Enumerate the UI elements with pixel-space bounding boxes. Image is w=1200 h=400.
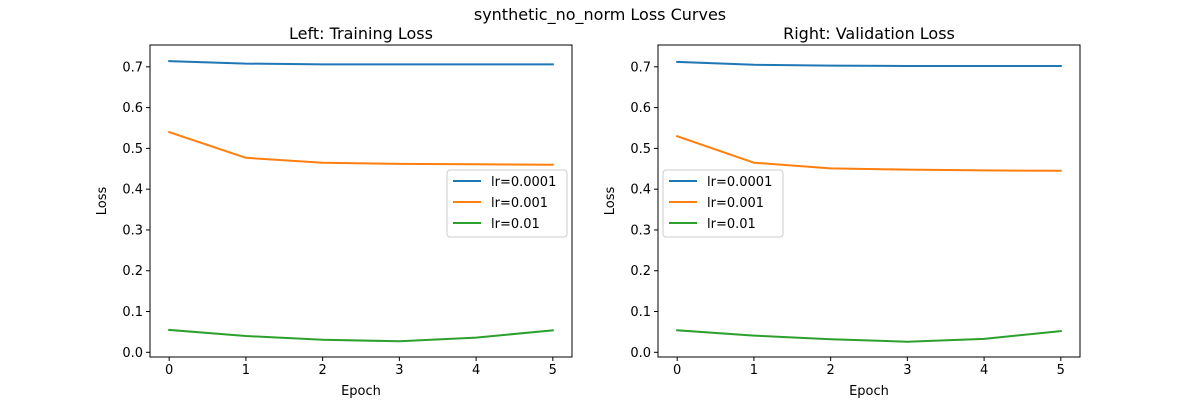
left-legend-label-1: lr=0.0001	[491, 175, 556, 190]
right-series-line-1	[676, 60, 1062, 67]
left-legend-label-2: lr=0.001	[491, 196, 548, 211]
right-y-axis-label: Loss	[603, 187, 618, 216]
right-legend-label-3: lr=0.01	[707, 217, 756, 232]
left-legend: lr=0.0001 lr=0.001 lr=0.01	[446, 169, 568, 238]
left-y-tick-label: 0.7	[122, 60, 143, 75]
right-x-tick-label: 1	[750, 363, 758, 378]
left-x-tick-label: 5	[549, 363, 557, 378]
right-y-tick-label: 0.2	[630, 264, 651, 279]
left-x-tick-label: 2	[318, 363, 326, 378]
right-axes-frame	[657, 44, 1081, 358]
left-series-line-1	[168, 60, 554, 66]
right-legend-label-1: lr=0.0001	[707, 175, 772, 190]
left-x-tick-label: 4	[472, 363, 480, 378]
left-chart-title: Left: Training Loss	[289, 24, 433, 43]
left-y-tick-label: 0.5	[122, 142, 143, 157]
right-x-axis-label: Epoch	[849, 384, 889, 399]
right-x-tick-label: 4	[980, 363, 988, 378]
right-legend: lr=0.0001 lr=0.001 lr=0.01	[662, 169, 784, 238]
left-series-line-2	[167, 130, 554, 166]
left-subplot: Left: Training Loss 0 1 2 3 4 5 0.0 0.1 0.2 0.3 0.4…	[95, 24, 573, 399]
right-y-tick-label: 0.1	[630, 305, 651, 320]
right-legend-box	[662, 169, 784, 238]
right-series-line-3	[676, 329, 1062, 343]
right-series-line-2	[675, 134, 1062, 172]
figure-suptitle: synthetic_no_norm Loss Curves	[473, 5, 727, 24]
right-y-tick-label: 0.4	[630, 183, 651, 198]
left-y-tick-label: 0.4	[122, 183, 143, 198]
right-y-tick-label: 0.6	[630, 101, 651, 116]
left-legend-label-3: lr=0.01	[491, 217, 540, 232]
left-y-tick-label: 0.2	[122, 264, 143, 279]
left-y-tick-label: 0.3	[122, 223, 143, 238]
right-subplot: Right: Validation Loss 0 1 2 3 4 5 0.0 0.1 0.2 0.3…	[603, 24, 1081, 399]
right-y-tick-label: 0.0	[630, 346, 651, 361]
left-y-tick-label: 0.0	[122, 346, 143, 361]
left-axes-frame	[149, 44, 573, 358]
left-x-tick-label: 0	[165, 363, 173, 378]
left-x-axis-label: Epoch	[341, 384, 381, 399]
left-y-axis-label: Loss	[95, 187, 110, 216]
left-series-line-3	[168, 328, 554, 343]
left-y-tick-label: 0.6	[122, 101, 143, 116]
right-legend-label-2: lr=0.001	[707, 196, 764, 211]
right-y-tick-label: 0.7	[630, 60, 651, 75]
right-x-tick-label: 0	[673, 363, 681, 378]
right-x-tick-label: 3	[903, 363, 911, 378]
right-x-tick-label: 2	[826, 363, 834, 378]
right-chart-title: Right: Validation Loss	[783, 24, 955, 43]
left-x-tick-label: 3	[395, 363, 403, 378]
left-y-tick-label: 0.1	[122, 305, 143, 320]
left-x-tick-label: 1	[242, 363, 250, 378]
left-legend-box	[446, 169, 568, 238]
right-x-tick-label: 5	[1057, 363, 1065, 378]
right-y-tick-label: 0.5	[630, 142, 651, 157]
right-y-tick-label: 0.3	[630, 223, 651, 238]
